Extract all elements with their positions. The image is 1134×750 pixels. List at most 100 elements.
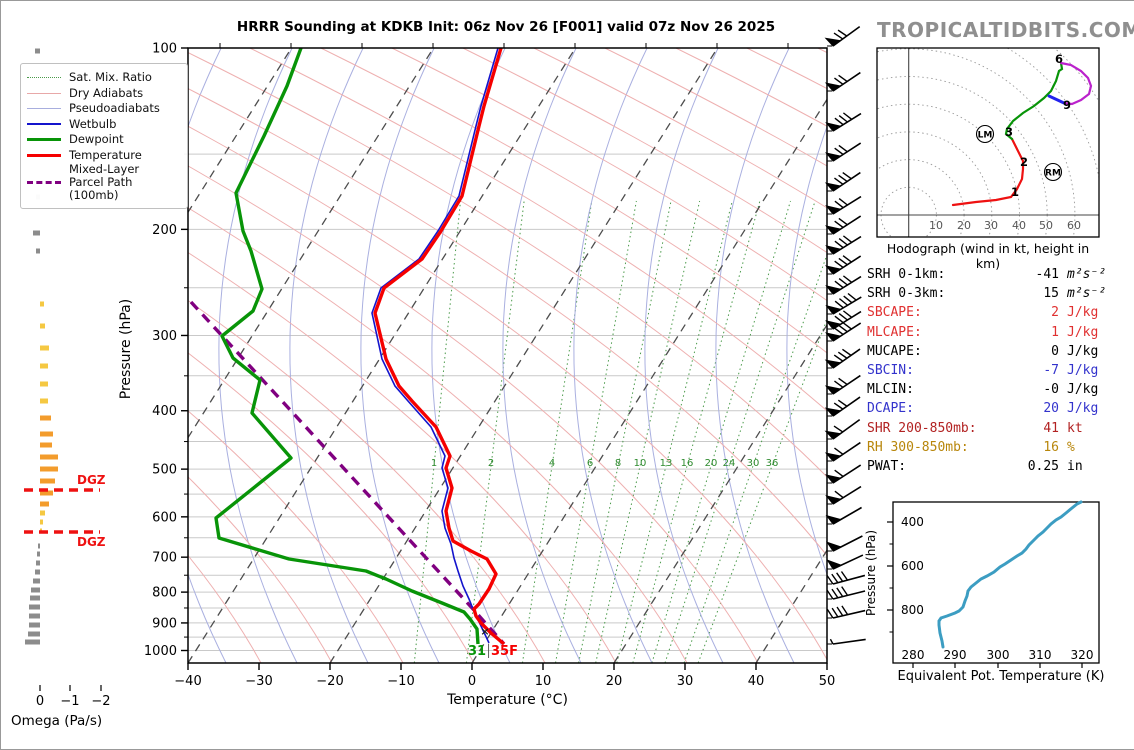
page-title: HRRR Sounding at KDKB Init: 06z Nov 26 [… <box>236 19 776 35</box>
hodograph-chart: 10 20 30 40 50 60 1 2 3 6 9 LM RM <box>876 47 1100 238</box>
svg-text:9: 9 <box>1063 98 1071 112</box>
stat-value: -41 <box>1035 267 1059 282</box>
svg-text:700: 700 <box>152 551 177 566</box>
legend-line-sample <box>27 138 61 142</box>
svg-text:24: 24 <box>723 458 736 469</box>
stat-label: PWAT: <box>867 458 907 474</box>
svg-text:50: 50 <box>819 674 836 689</box>
stat-value: 15 <box>1043 286 1059 302</box>
svg-text:100: 100 <box>152 42 177 57</box>
svg-text:800: 800 <box>901 603 924 617</box>
svg-text:900: 900 <box>152 616 177 631</box>
stat-unit: J/kg <box>1067 382 1099 398</box>
svg-text:6: 6 <box>1055 52 1063 66</box>
hodograph-marker-lm <box>975 124 995 144</box>
stat-value: 20 <box>1043 401 1059 417</box>
stat-value: -0 <box>1043 382 1059 398</box>
pressure-axis-label: Pressure (hPa) <box>118 298 134 400</box>
svg-text:3: 3 <box>1005 125 1013 139</box>
stat-unit: in <box>1067 458 1083 474</box>
stat-value: 1 <box>1051 324 1059 340</box>
stat-label: DCAPE: <box>867 401 914 417</box>
stat-label: MLCIN: <box>867 382 914 398</box>
hodograph-marker-rm <box>1043 162 1063 182</box>
svg-text:30: 30 <box>984 219 998 232</box>
stat-row: SBCIN: -7 J/kg <box>867 363 1129 382</box>
svg-text:320: 320 <box>1071 648 1094 662</box>
legend-line-sample <box>27 92 61 94</box>
stat-row: SBCAPE: 2 J/kg <box>867 305 1129 324</box>
legend-item: Mixed-Layer Parcel Path (100mb) <box>27 162 181 203</box>
svg-text:31: 31 <box>468 644 486 659</box>
svg-text:300: 300 <box>152 329 177 344</box>
stat-unit: m²s⁻² <box>1067 286 1107 302</box>
stat-row: RH 300-850mb: 16% <box>867 440 1129 459</box>
legend-item: Wetbulb <box>27 117 181 133</box>
stat-unit: kt <box>1067 420 1083 436</box>
stat-row: MUCAPE: 0 J/kg <box>867 344 1129 363</box>
legend-item-label: Sat. Mix. Ratio <box>69 70 152 85</box>
temperature-curve <box>373 48 506 646</box>
hodograph-trace-purple <box>1059 61 1093 106</box>
stat-value: 0 <box>1051 343 1059 359</box>
svg-text:310: 310 <box>1029 648 1052 662</box>
legend-line-sample <box>27 123 61 126</box>
skewt-background: 1 2 4 6 8 10 13 16 20 24 30 36 <box>188 48 827 663</box>
svg-text:600: 600 <box>152 510 177 525</box>
stat-row: SRH 0-1km: -41 m²s⁻² <box>867 267 1129 286</box>
svg-text:2: 2 <box>488 458 494 469</box>
svg-text:30: 30 <box>677 674 694 689</box>
svg-text:2: 2 <box>1020 155 1028 169</box>
svg-text:4: 4 <box>549 458 555 469</box>
stat-label: SBCIN: <box>867 362 914 378</box>
dewpoint-curve <box>214 48 480 645</box>
parcel-path-curve <box>189 300 506 646</box>
stat-unit: J/kg <box>1067 343 1099 359</box>
svg-text:8: 8 <box>615 458 621 469</box>
legend-item: Dry Adiabats <box>27 86 181 102</box>
stat-row: SHR 200-850mb: 41 kt <box>867 421 1129 440</box>
stat-unit: J/kg <box>1067 324 1099 340</box>
svg-text:0: 0 <box>36 694 44 709</box>
svg-text:LM: LM <box>978 131 993 141</box>
svg-text:40: 40 <box>1012 219 1026 232</box>
stat-row: SRH 0-3km: 15 m²s⁻² <box>867 286 1129 305</box>
legend-line-sample <box>27 77 61 79</box>
svg-text:50: 50 <box>1039 219 1053 232</box>
wetbulb-curve <box>371 48 499 644</box>
svg-text:40: 40 <box>748 674 765 689</box>
legend-item: Temperature <box>27 148 181 164</box>
thetae-axis-label: Equivalent Pot. Temperature (K) <box>897 669 1105 684</box>
dgz-label: DGZ <box>77 535 106 549</box>
hodograph-trace-green <box>1004 61 1064 141</box>
stat-unit: % <box>1067 439 1075 455</box>
svg-text:10: 10 <box>929 219 943 232</box>
svg-text:10: 10 <box>535 674 552 689</box>
svg-text:400: 400 <box>901 515 924 529</box>
svg-text:−30: −30 <box>245 674 272 689</box>
surface-temp-label: 31│35F <box>468 643 518 659</box>
stat-row: MLCIN: -0 J/kg <box>867 382 1129 401</box>
svg-text:13: 13 <box>660 458 673 469</box>
legend-item-label: Dry Adiabats <box>69 85 144 100</box>
svg-text:290: 290 <box>944 648 967 662</box>
svg-text:300: 300 <box>987 648 1010 662</box>
legend-item: Sat. Mix. Ratio <box>27 70 181 86</box>
legend-item: Dewpoint <box>27 132 181 148</box>
omega-panel: DGZ DGZ 0 −1 −2 <box>24 48 111 709</box>
thetae-chart: 400 600 800 280 290 300 310 320 <box>887 500 1100 668</box>
stat-unit: m²s⁻² <box>1067 267 1107 282</box>
stat-label: SBCAPE: <box>867 305 922 321</box>
omega-axis-label: Omega (Pa/s) <box>11 713 103 729</box>
legend-item-label: Temperature <box>69 147 142 162</box>
legend-item-label: Wetbulb <box>69 116 117 131</box>
svg-text:20: 20 <box>606 674 623 689</box>
legend-box: Sat. Mix. Ratio Dry Adiabats Pseudoadiabat… <box>20 63 188 209</box>
legend-item-label: Mixed-Layer Parcel Path (100mb) <box>69 162 140 203</box>
svg-text:−2: −2 <box>91 694 110 709</box>
stat-row: MLCAPE: 1 J/kg <box>867 325 1129 344</box>
svg-text:30: 30 <box>747 458 760 469</box>
wind-barb-column <box>824 25 866 645</box>
